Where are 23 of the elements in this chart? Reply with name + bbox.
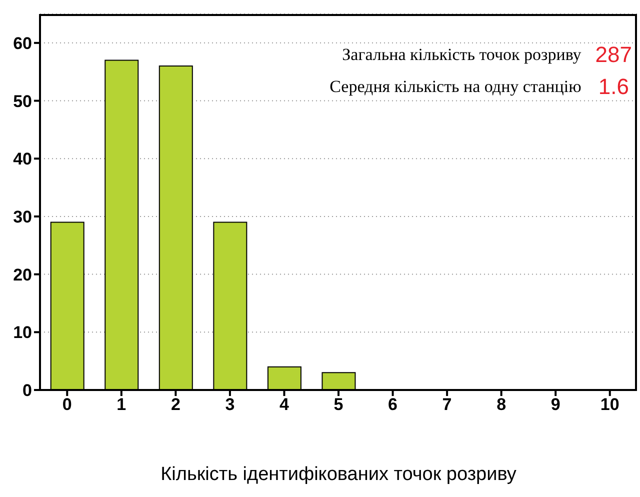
x-tick-label: 1 bbox=[116, 395, 126, 414]
y-tick-label: 10 bbox=[13, 323, 32, 342]
y-tick-label: 50 bbox=[13, 92, 32, 111]
y-tick-label: 0 bbox=[22, 381, 32, 400]
y-tick-label: 30 bbox=[13, 207, 32, 226]
y-tick-label: 40 bbox=[13, 150, 32, 169]
x-axis-title: Кількість ідентифікованих точок розриву bbox=[160, 464, 517, 485]
annotation: Середня кількість на одну станцію bbox=[330, 77, 582, 97]
annotation: 287 bbox=[595, 42, 632, 68]
x-tick-label: 3 bbox=[225, 395, 235, 414]
y-tick-label: 20 bbox=[13, 265, 32, 284]
x-tick-label: 7 bbox=[442, 395, 452, 414]
x-tick-label: 9 bbox=[550, 395, 560, 414]
x-tick-label: 5 bbox=[334, 395, 344, 414]
y-tick-label: 60 bbox=[13, 34, 32, 53]
annotation: Загальна кількість точок розриву bbox=[341, 45, 582, 65]
x-tick-label: 6 bbox=[388, 395, 398, 414]
annotation: 1.6 bbox=[597, 74, 630, 100]
x-tick-label: 10 bbox=[600, 395, 620, 414]
x-tick-label: 2 bbox=[170, 395, 180, 414]
x-tick-label: 0 bbox=[62, 395, 72, 414]
x-tick-label: 4 bbox=[279, 395, 290, 414]
x-tick-label: 8 bbox=[496, 395, 506, 414]
